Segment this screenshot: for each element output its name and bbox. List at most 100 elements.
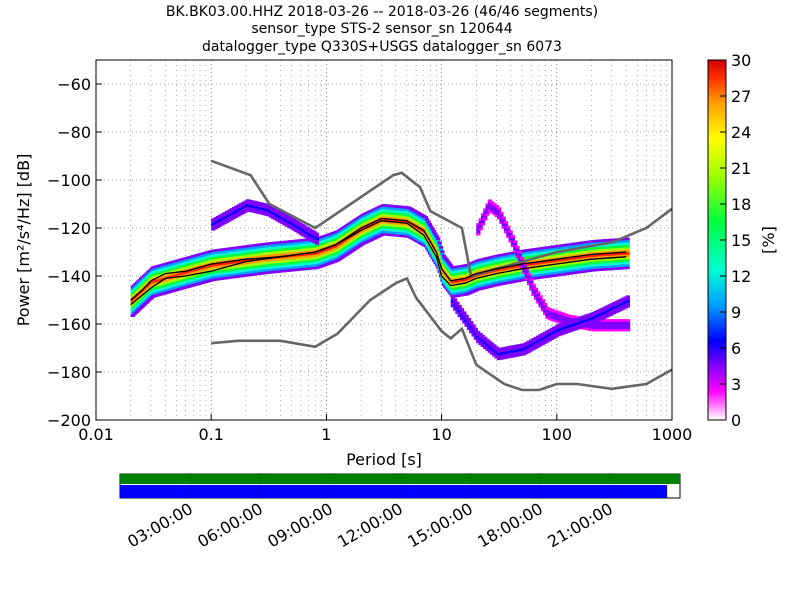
density-cell xyxy=(444,258,449,261)
density-cell xyxy=(625,244,630,248)
density-cell xyxy=(487,206,492,210)
density-cell xyxy=(307,230,313,234)
density-cell xyxy=(238,203,244,206)
density-cell xyxy=(296,223,301,227)
density-cell xyxy=(222,212,227,215)
density-cell xyxy=(213,217,218,220)
density-cell xyxy=(227,214,232,217)
density-cell xyxy=(259,212,264,215)
density-cell xyxy=(268,207,273,211)
density-cell xyxy=(261,210,267,213)
chart-title: BK.BK03.00.HHZ 2018-03-26 -- 2018-03-26 … xyxy=(166,4,598,55)
density-cell xyxy=(625,266,630,270)
density-cell xyxy=(296,221,301,224)
density-cell xyxy=(261,202,267,206)
density-cell xyxy=(301,233,306,237)
density-cell xyxy=(625,242,630,246)
density-cell xyxy=(254,203,260,207)
density-cell xyxy=(225,215,230,219)
density-cell xyxy=(447,261,452,265)
density-cell xyxy=(280,219,285,222)
density-cell xyxy=(250,202,255,206)
density-cell xyxy=(225,220,230,223)
density-cell xyxy=(487,201,492,205)
density-cell xyxy=(248,206,253,210)
density-cell xyxy=(275,209,280,212)
density-cell xyxy=(289,217,294,220)
density-cell xyxy=(492,205,497,209)
density-cell xyxy=(433,232,438,236)
density-cell xyxy=(220,222,225,226)
density-cell xyxy=(268,210,273,213)
density-cell xyxy=(282,220,287,224)
density-cell xyxy=(215,215,221,219)
density-cell xyxy=(478,227,483,231)
density-cell xyxy=(238,210,244,213)
density-cell xyxy=(266,211,271,214)
density-cell xyxy=(238,207,244,211)
density-cell xyxy=(291,218,297,222)
density-cell xyxy=(227,211,232,215)
density-cell xyxy=(492,212,497,216)
density-cell xyxy=(485,210,490,214)
density-cell xyxy=(485,205,490,209)
density-cell xyxy=(257,211,262,215)
density-cell xyxy=(238,205,244,209)
density-cell xyxy=(287,223,292,226)
density-cell xyxy=(625,264,630,267)
density-cell xyxy=(298,222,303,226)
density-cell xyxy=(278,220,283,223)
density-cell xyxy=(245,201,250,205)
density-cell xyxy=(250,200,255,203)
density-cell xyxy=(487,204,492,207)
density-cell xyxy=(314,232,320,236)
density-cell xyxy=(238,212,244,216)
density-cell xyxy=(625,240,630,243)
density-cell xyxy=(264,203,269,207)
density-cell xyxy=(289,226,294,230)
density-cell xyxy=(250,209,255,213)
density-cell xyxy=(218,216,223,220)
density-cell xyxy=(314,239,320,243)
density-cell xyxy=(245,199,250,202)
density-cell xyxy=(252,208,257,211)
density-cell xyxy=(266,213,271,217)
density-cell xyxy=(231,216,237,220)
density-cell xyxy=(141,303,146,307)
density-cell xyxy=(301,224,306,227)
density-cell xyxy=(147,298,152,302)
density-cell xyxy=(432,230,437,233)
density-cell xyxy=(303,232,308,236)
density-cell xyxy=(254,206,260,209)
density-cell xyxy=(305,236,310,240)
density-cell xyxy=(284,221,290,225)
density-cell xyxy=(312,233,317,237)
density-cell xyxy=(287,218,292,221)
density-cell xyxy=(261,207,267,211)
density-cell xyxy=(443,256,448,259)
density-cell xyxy=(215,225,221,229)
density-cell xyxy=(278,215,283,219)
density-cell xyxy=(130,314,135,317)
density-cell xyxy=(248,209,253,212)
density-cell xyxy=(225,213,230,216)
density-cell xyxy=(494,214,499,218)
density-cell xyxy=(243,200,248,204)
density-cell xyxy=(213,221,218,225)
density-cell xyxy=(312,240,317,244)
density-cell xyxy=(227,219,232,222)
density-cell xyxy=(312,231,317,234)
density-cell xyxy=(273,212,278,216)
density-cell xyxy=(289,219,294,223)
density-cell xyxy=(427,223,433,226)
density-cell xyxy=(478,218,483,221)
density-cell xyxy=(287,225,292,229)
density-cell xyxy=(218,221,223,225)
density-cell xyxy=(234,208,239,211)
density-cell xyxy=(425,218,430,221)
density-cell xyxy=(222,219,227,222)
density-cell xyxy=(480,215,486,219)
density-cell xyxy=(445,260,451,263)
density-cell xyxy=(268,205,273,209)
density-cell xyxy=(234,210,239,214)
